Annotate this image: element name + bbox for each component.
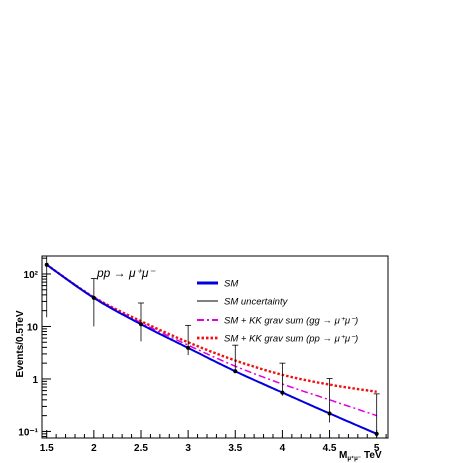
data-point	[327, 411, 332, 416]
x-tick-label: 3	[185, 443, 191, 454]
data-point	[233, 369, 238, 374]
x-tick-label: 2	[91, 443, 97, 454]
legend-label-3: SM + KK grav sum (pp → μ⁺μ⁻)	[224, 334, 358, 345]
annotation-process: pp → μ⁺μ⁻	[96, 266, 156, 280]
x-tick-label: 4.5	[323, 443, 337, 454]
y-tick-label: 10⁻¹	[18, 427, 38, 438]
legend-label-2: SM + KK grav sum (gg → μ⁺μ⁻)	[224, 316, 358, 327]
y-tick-label: 10²	[24, 270, 39, 281]
legend: SM SM uncertainty SM + KK grav sum (gg → μ…	[197, 279, 358, 345]
x-axis-label-unit: TeV	[364, 450, 382, 461]
data-point	[44, 262, 49, 267]
series-line-3	[46, 263, 377, 393]
legend-label-1: SM uncertainty	[224, 297, 289, 308]
x-tick-label: 4	[280, 443, 286, 454]
x-axis-label: Mμ⁺μ⁻ TeV	[339, 450, 382, 462]
axis-layer: 1.5 2 2.5 3 3.5 4 4.5 5 10⁻¹ 1 10 10²	[18, 257, 387, 454]
x-tick-label: 2.5	[134, 443, 148, 454]
x-axis-label-main: M	[339, 450, 347, 461]
series-line-0	[46, 263, 378, 435]
data-point	[280, 390, 285, 395]
data-point	[186, 345, 191, 350]
data-point	[91, 295, 96, 300]
x-tick-label: 3.5	[228, 443, 242, 454]
x-tick-label: 5	[374, 443, 380, 454]
legend-label-0: SM	[224, 279, 238, 290]
y-tick-label: 1	[32, 375, 38, 386]
x-tick-label: 1.5	[40, 443, 54, 454]
y-tick-label: 10	[27, 322, 39, 333]
series-layer	[43, 255, 380, 438]
x-axis-label-sub: μ⁺μ⁻	[347, 455, 361, 462]
data-point	[138, 322, 143, 327]
y-axis-label: Events/0.5TeV	[15, 310, 26, 377]
